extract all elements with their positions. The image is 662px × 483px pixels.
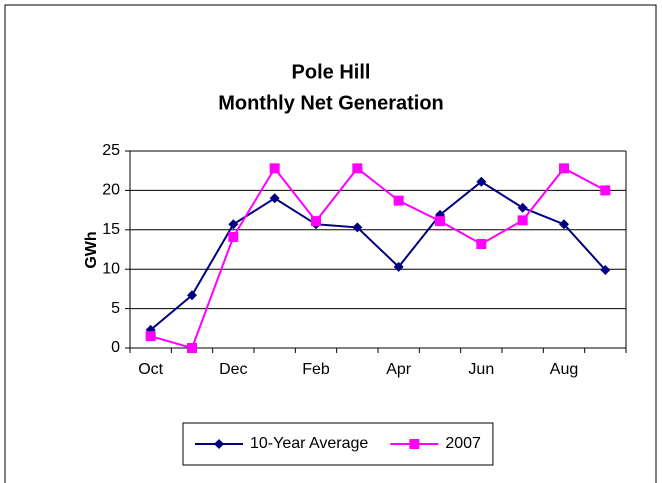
marker [352,163,363,174]
marker [187,343,197,353]
marker [352,222,363,233]
marker [187,290,197,301]
x-tick-label: Feb [302,361,330,378]
y-tick-label: 10 [102,260,120,277]
x-tick-label: Dec [219,361,247,378]
marker [228,219,239,230]
marker [517,215,528,226]
x-tick-label: Jun [468,361,494,378]
chart-border [4,4,657,483]
marker [600,185,611,196]
legend-label: 2007 [445,435,481,452]
chart-title: Pole Hill [292,61,371,83]
chart-subtitle: Monthly Net Generation [218,92,444,114]
marker [269,193,280,204]
x-tick-label: Aug [550,361,578,378]
marker [559,163,569,174]
series-line [150,166,606,350]
marker [311,216,321,227]
marker [393,261,404,272]
marker [214,439,224,449]
x-tick-label: Apr [386,361,412,378]
y-tick-label: 5 [111,300,120,317]
y-tick-label: 0 [111,339,120,356]
legend-label: 10-Year Average [250,435,368,452]
y-tick-label: 15 [102,221,120,238]
marker [228,231,239,242]
marker [409,439,420,449]
marker [145,331,156,342]
y-tick-label: 25 [102,142,120,159]
y-tick-label: 20 [102,182,120,199]
y-axis-title: GWh [83,231,100,268]
marker [600,264,611,275]
marker [476,176,487,187]
marker [435,216,445,227]
series-line [150,180,607,331]
marker [269,163,280,174]
x-tick-label: Oct [138,361,163,378]
legend: 10-Year Average 2007 [182,422,494,466]
marker [476,238,487,249]
marker [393,195,404,206]
marker [559,219,569,230]
marker [517,202,528,213]
